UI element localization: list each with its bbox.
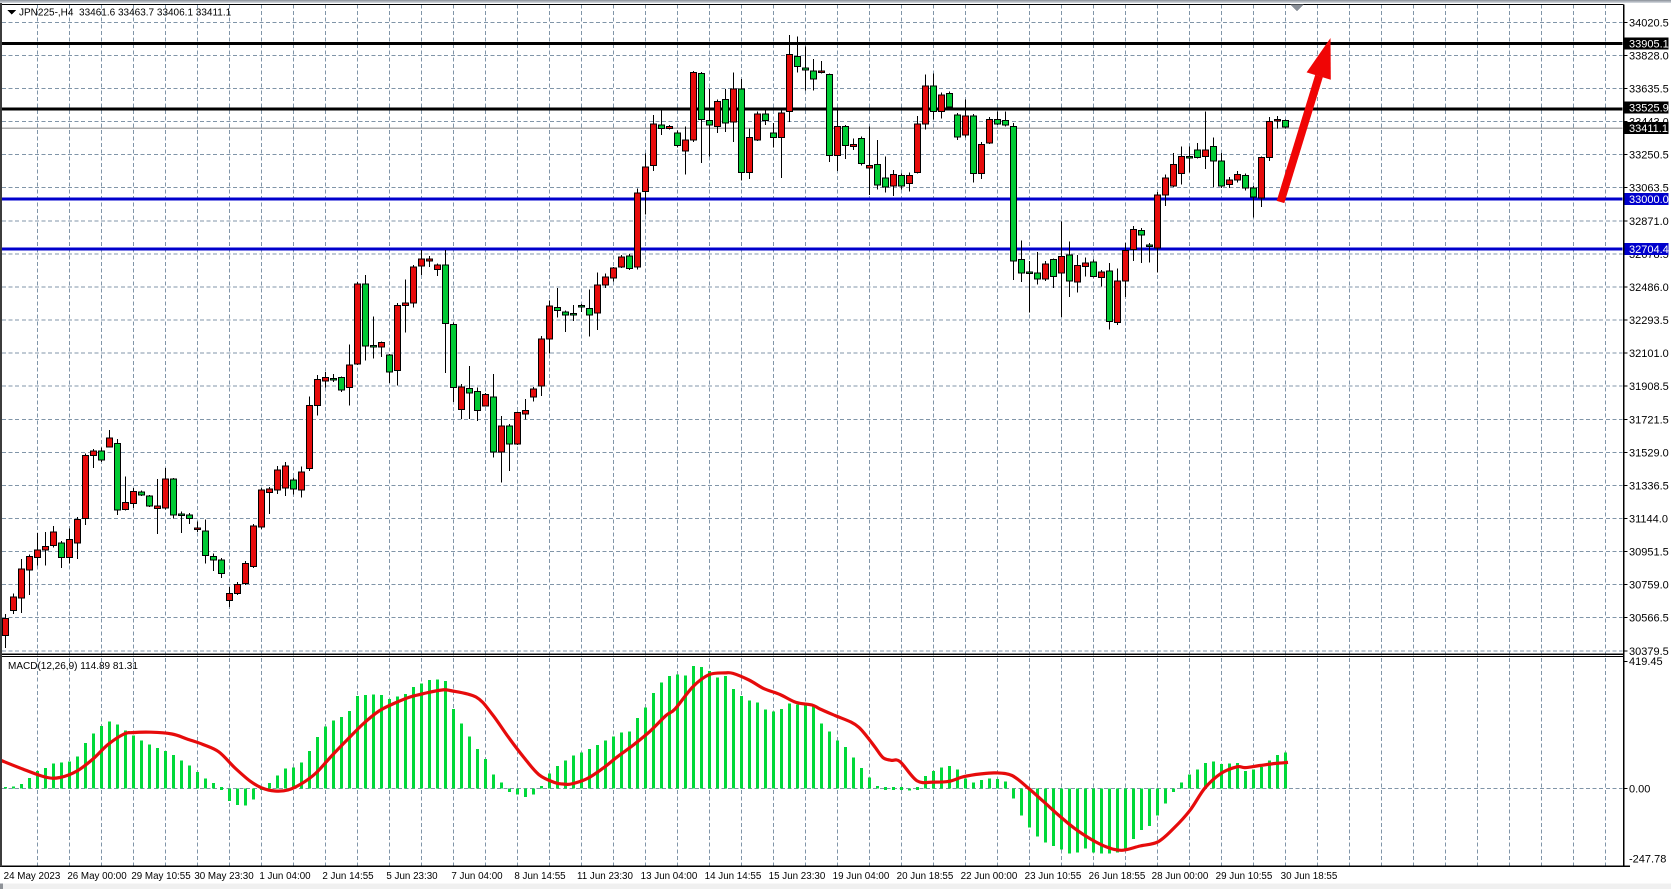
svg-text:33525.9: 33525.9 xyxy=(1629,103,1669,115)
svg-text:29 Jun 10:55: 29 Jun 10:55 xyxy=(1216,871,1273,882)
svg-text:32871.0: 32871.0 xyxy=(1629,216,1669,228)
svg-text:2 Jun 14:55: 2 Jun 14:55 xyxy=(322,871,374,882)
svg-text:26 May 00:00: 26 May 00:00 xyxy=(67,871,127,882)
svg-text:33063.5: 33063.5 xyxy=(1629,183,1669,195)
svg-text:33905.1: 33905.1 xyxy=(1629,39,1669,51)
svg-text:31144.0: 31144.0 xyxy=(1629,514,1668,526)
svg-text:7 Jun 04:00: 7 Jun 04:00 xyxy=(451,871,503,882)
svg-text:31336.5: 31336.5 xyxy=(1629,480,1669,492)
svg-text:33828.0: 33828.0 xyxy=(1629,50,1669,62)
svg-text:31529.0: 31529.0 xyxy=(1629,447,1669,459)
svg-text:30566.5: 30566.5 xyxy=(1629,613,1669,625)
svg-text:32293.5: 32293.5 xyxy=(1629,315,1669,327)
svg-text:1 Jun 04:00: 1 Jun 04:00 xyxy=(259,871,311,882)
svg-text:30 May 23:30: 30 May 23:30 xyxy=(194,871,254,882)
svg-text:13 Jun 04:00: 13 Jun 04:00 xyxy=(641,871,698,882)
svg-text:5 Jun 23:30: 5 Jun 23:30 xyxy=(386,871,438,882)
svg-text:32704.4: 32704.4 xyxy=(1629,244,1669,256)
svg-text:33000.0: 33000.0 xyxy=(1629,194,1669,206)
svg-text:20 Jun 18:55: 20 Jun 18:55 xyxy=(897,871,954,882)
svg-text:31721.5: 31721.5 xyxy=(1629,414,1669,426)
svg-text:19 Jun 04:00: 19 Jun 04:00 xyxy=(833,871,890,882)
svg-text:JPN225-,H4 33461.6 33463.7 33: JPN225-,H4 33461.6 33463.7 33406.1 33411… xyxy=(19,8,232,19)
svg-text:29 May 10:55: 29 May 10:55 xyxy=(131,871,191,882)
svg-text:33635.5: 33635.5 xyxy=(1629,84,1669,96)
svg-text:32101.0: 32101.0 xyxy=(1629,348,1669,360)
svg-text:0.00: 0.00 xyxy=(1629,784,1650,796)
svg-text:33411.1: 33411.1 xyxy=(1629,123,1668,135)
svg-text:MACD(12,26,9) 114.89 81.31: MACD(12,26,9) 114.89 81.31 xyxy=(8,661,138,672)
svg-text:30951.5: 30951.5 xyxy=(1629,547,1669,559)
svg-text:26 Jun 18:55: 26 Jun 18:55 xyxy=(1089,871,1146,882)
svg-text:30759.0: 30759.0 xyxy=(1629,580,1669,592)
svg-text:22 Jun 00:00: 22 Jun 00:00 xyxy=(961,871,1018,882)
svg-text:8 Jun 14:55: 8 Jun 14:55 xyxy=(514,871,566,882)
svg-text:34020.5: 34020.5 xyxy=(1629,17,1669,29)
svg-text:33250.5: 33250.5 xyxy=(1629,150,1669,162)
svg-text:11 Jun 23:30: 11 Jun 23:30 xyxy=(577,871,633,882)
svg-text:-247.78: -247.78 xyxy=(1629,854,1666,866)
svg-text:32486.0: 32486.0 xyxy=(1629,282,1669,294)
svg-text:31908.5: 31908.5 xyxy=(1629,381,1669,393)
svg-text:23 Jun 10:55: 23 Jun 10:55 xyxy=(1025,871,1082,882)
svg-text:15 Jun 23:30: 15 Jun 23:30 xyxy=(769,871,826,882)
svg-text:419.45: 419.45 xyxy=(1629,656,1663,668)
svg-text:24 May 2023: 24 May 2023 xyxy=(4,871,61,882)
svg-text:28 Jun 00:00: 28 Jun 00:00 xyxy=(1152,871,1209,882)
svg-text:14 Jun 14:55: 14 Jun 14:55 xyxy=(705,871,762,882)
svg-text:30 Jun 18:55: 30 Jun 18:55 xyxy=(1281,871,1338,882)
svg-text:30379.5: 30379.5 xyxy=(1629,646,1669,658)
